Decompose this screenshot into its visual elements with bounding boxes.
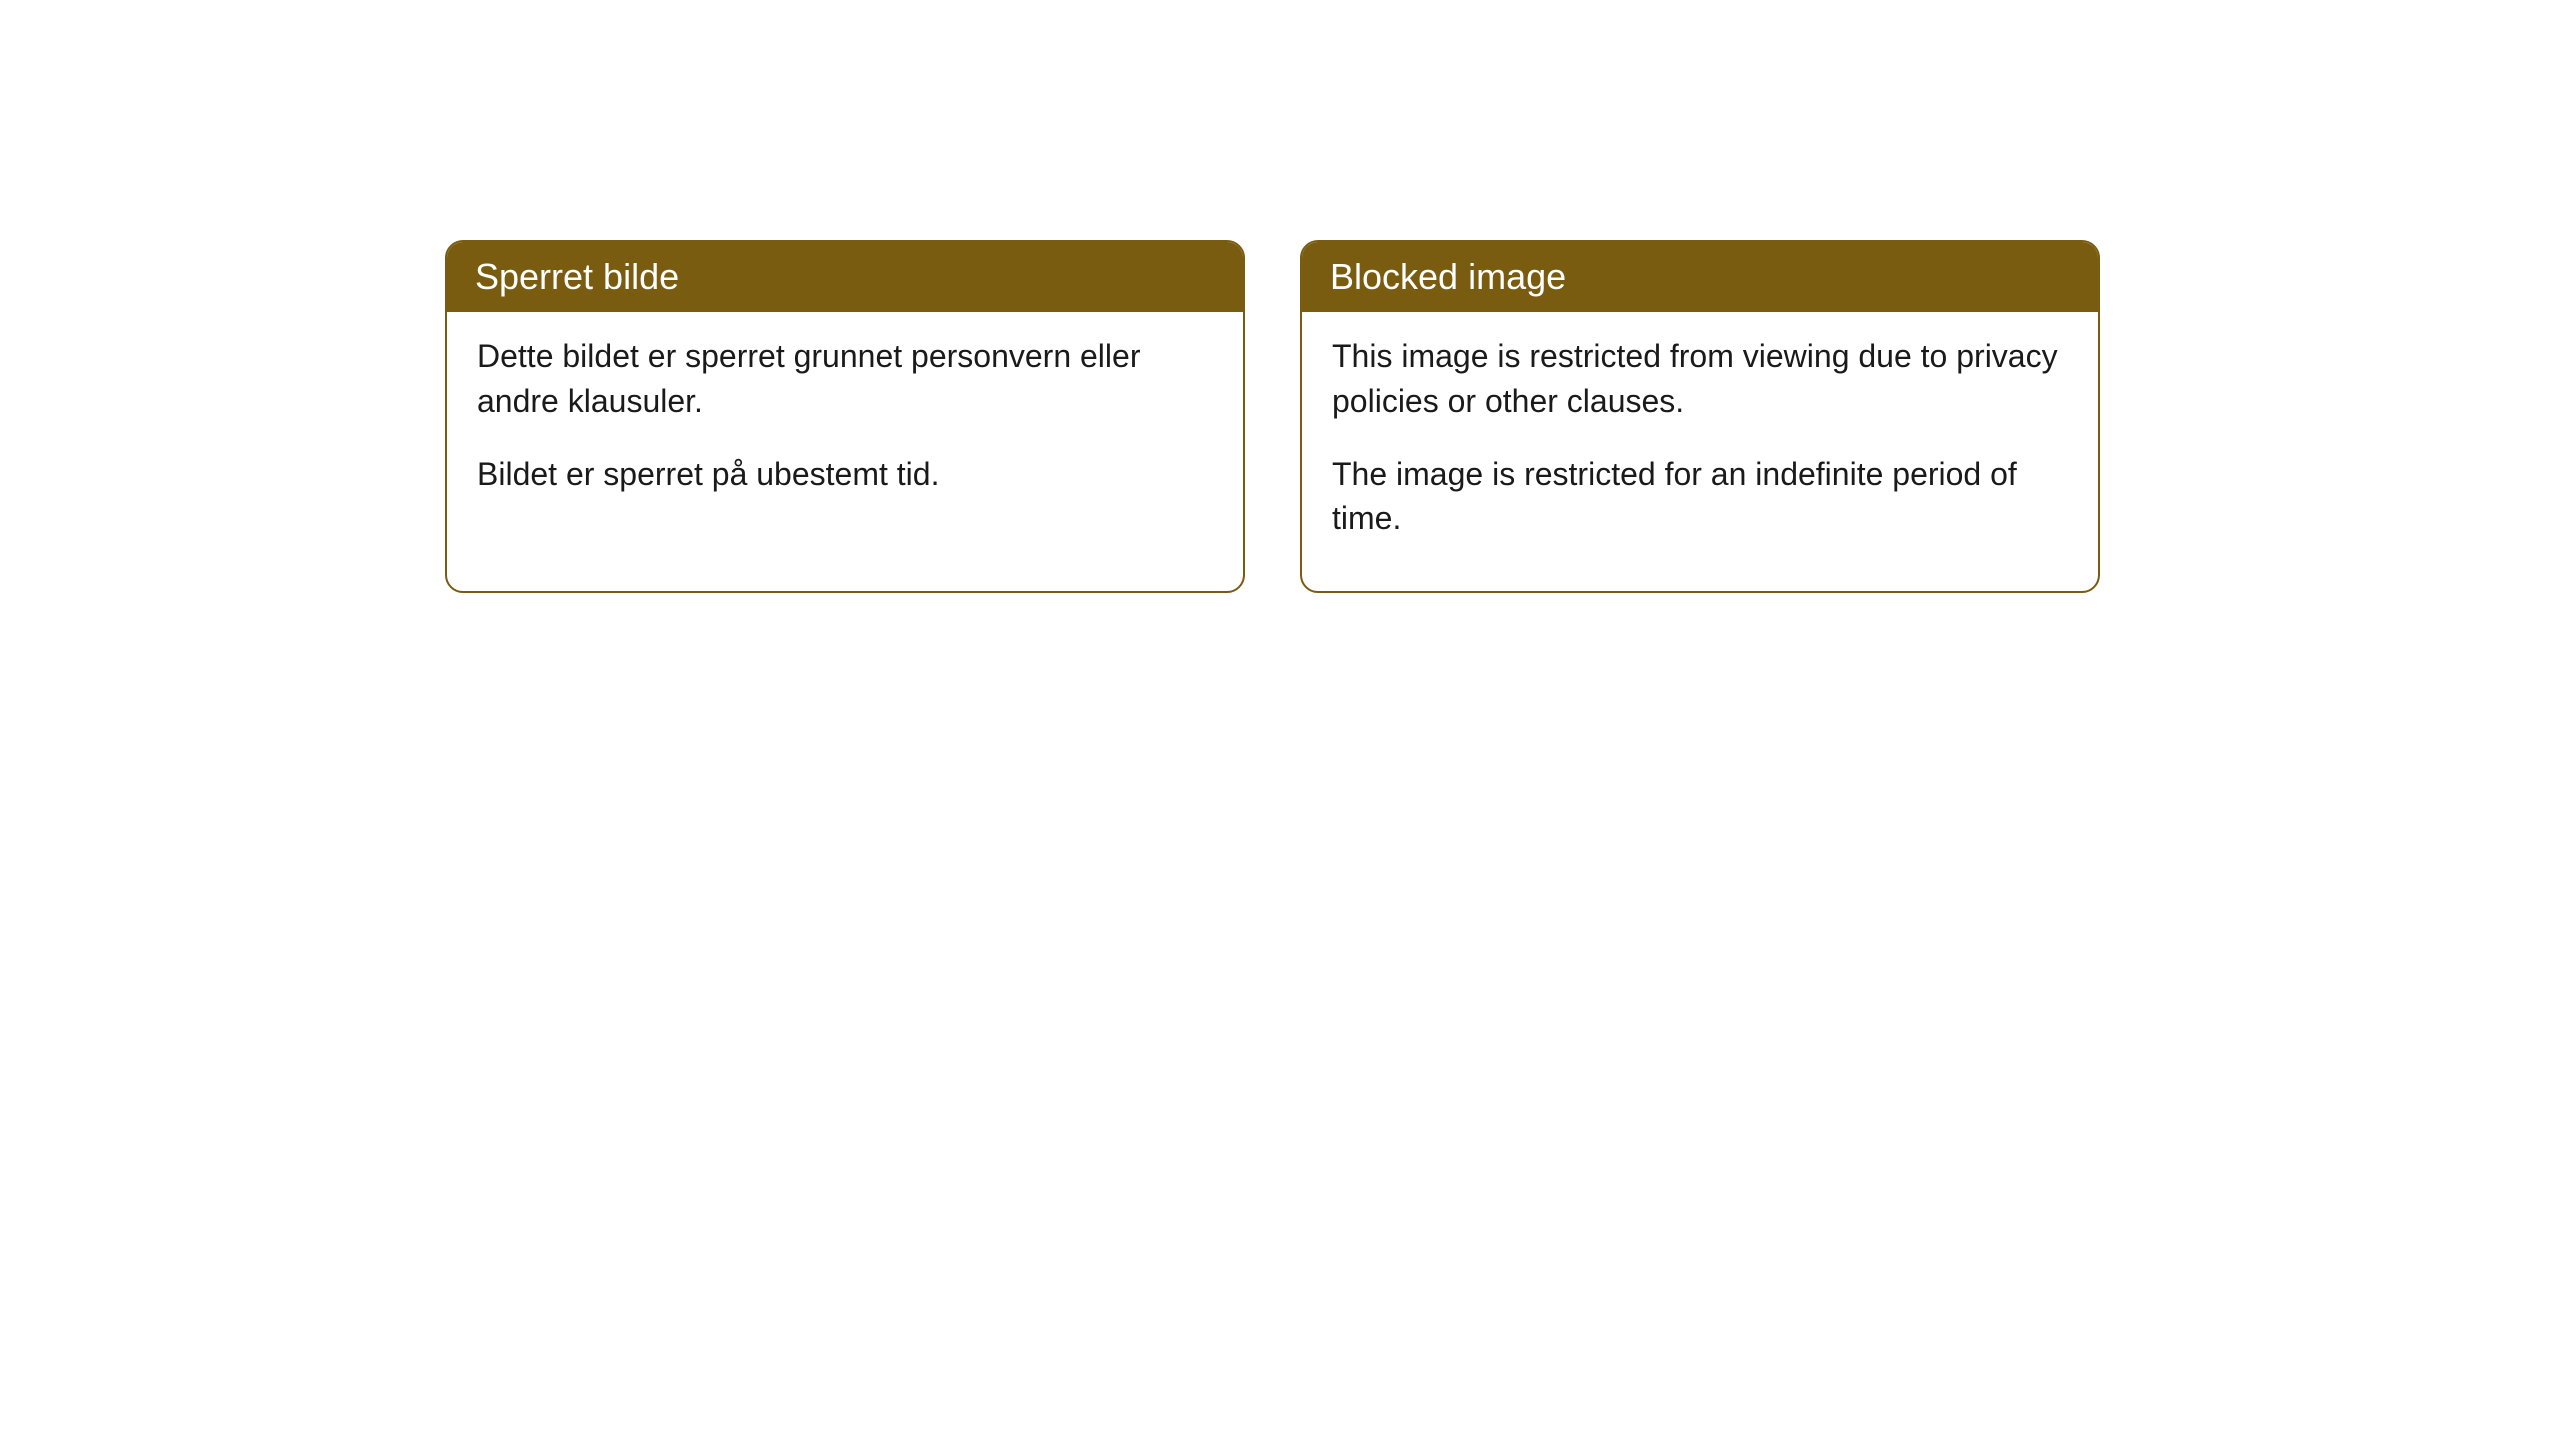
cards-container: Sperret bilde Dette bildet er sperret gr… [445, 240, 2100, 593]
card-paragraph-1: Dette bildet er sperret grunnet personve… [477, 334, 1213, 424]
blocked-image-card-english: Blocked image This image is restricted f… [1300, 240, 2100, 593]
blocked-image-card-norwegian: Sperret bilde Dette bildet er sperret gr… [445, 240, 1245, 593]
card-paragraph-1: This image is restricted from viewing du… [1332, 334, 2068, 424]
card-paragraph-2: The image is restricted for an indefinit… [1332, 452, 2068, 542]
card-header: Sperret bilde [447, 242, 1243, 312]
card-header: Blocked image [1302, 242, 2098, 312]
card-body: Dette bildet er sperret grunnet personve… [447, 312, 1243, 546]
card-paragraph-2: Bildet er sperret på ubestemt tid. [477, 452, 1213, 497]
card-title: Sperret bilde [475, 256, 679, 297]
card-title: Blocked image [1330, 256, 1566, 297]
card-body: This image is restricted from viewing du… [1302, 312, 2098, 591]
